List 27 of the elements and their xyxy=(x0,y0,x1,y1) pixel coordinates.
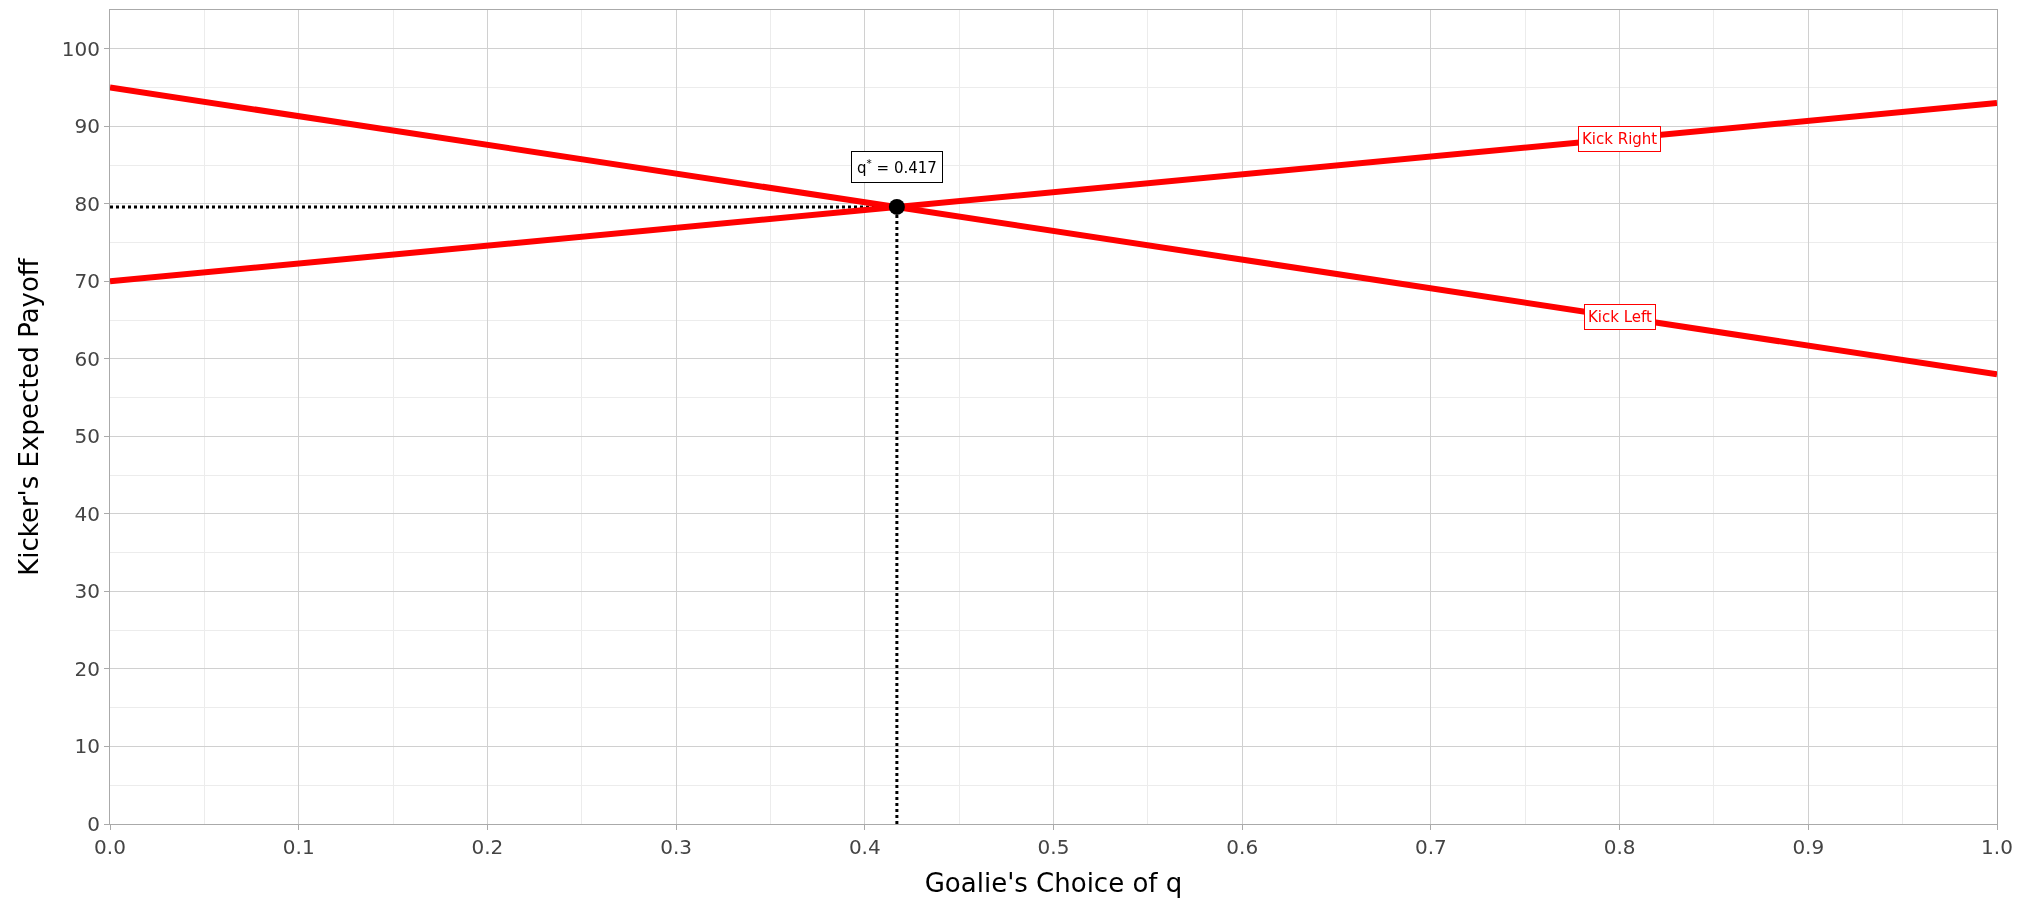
x-tick-label: 0.1 xyxy=(282,835,315,859)
y-tick-label: 80 xyxy=(74,191,100,216)
y-tick-label: 20 xyxy=(74,656,100,681)
x-tick-label: 0.5 xyxy=(1037,835,1070,859)
x-tick-label: 0.8 xyxy=(1603,835,1636,859)
y-axis-title: Kicker's Expected Payoff xyxy=(14,257,45,576)
y-tick-label: 50 xyxy=(74,424,100,449)
x-tick-label: 0.9 xyxy=(1792,835,1825,859)
y-tick-label: 30 xyxy=(74,579,100,604)
x-tick-label: 0.3 xyxy=(660,835,693,859)
x-tick-label: 0.4 xyxy=(848,835,881,859)
y-tick-label: 0 xyxy=(87,812,100,836)
x-tick-label: 0.7 xyxy=(1414,835,1447,859)
y-tick-label: 10 xyxy=(74,734,100,759)
series-label: Kick Right xyxy=(1582,130,1658,148)
y-tick-label: 70 xyxy=(74,269,100,294)
annotation: q$^{*}$ = 0.417 xyxy=(857,157,937,178)
y-tick-label: 60 xyxy=(74,346,100,371)
x-tick-label: 0.2 xyxy=(471,835,504,859)
y-tick-label: 40 xyxy=(74,501,100,526)
x-tick-label: 0.0 xyxy=(94,835,126,859)
x-tick-label: 1.0 xyxy=(1981,835,2013,859)
x-tick-label: 0.6 xyxy=(1226,835,1259,859)
y-tick-label: 90 xyxy=(74,114,100,139)
x-axis-title: Goalie's Choice of q xyxy=(924,867,1183,898)
y-tick-label: 100 xyxy=(61,36,100,61)
series-label: Kick Left xyxy=(1588,308,1653,326)
